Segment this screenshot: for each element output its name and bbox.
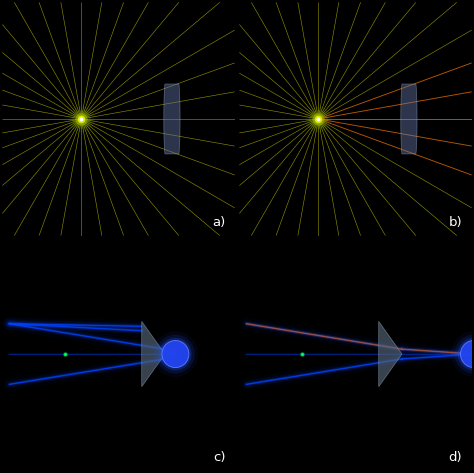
Point — [315, 115, 322, 123]
Point — [78, 115, 85, 123]
Circle shape — [460, 341, 474, 368]
Point — [315, 115, 322, 123]
Circle shape — [153, 331, 198, 377]
Point — [315, 115, 322, 123]
Point — [315, 115, 322, 123]
Point — [298, 350, 306, 358]
Point — [298, 350, 306, 358]
Text: c): c) — [213, 451, 225, 464]
Point — [61, 350, 69, 358]
Point — [78, 115, 85, 123]
Circle shape — [455, 335, 474, 373]
Point — [61, 350, 69, 358]
Circle shape — [162, 341, 189, 368]
Point — [78, 115, 85, 123]
Circle shape — [159, 338, 191, 370]
Text: b): b) — [449, 216, 462, 228]
Polygon shape — [142, 321, 165, 387]
Point — [78, 115, 85, 123]
Polygon shape — [164, 84, 180, 154]
Circle shape — [458, 338, 474, 370]
Text: a): a) — [212, 216, 225, 228]
Polygon shape — [379, 321, 402, 387]
Point — [315, 115, 322, 123]
Text: d): d) — [449, 451, 462, 464]
Circle shape — [451, 331, 474, 377]
Point — [78, 115, 85, 123]
Circle shape — [156, 335, 195, 373]
Polygon shape — [401, 84, 417, 154]
